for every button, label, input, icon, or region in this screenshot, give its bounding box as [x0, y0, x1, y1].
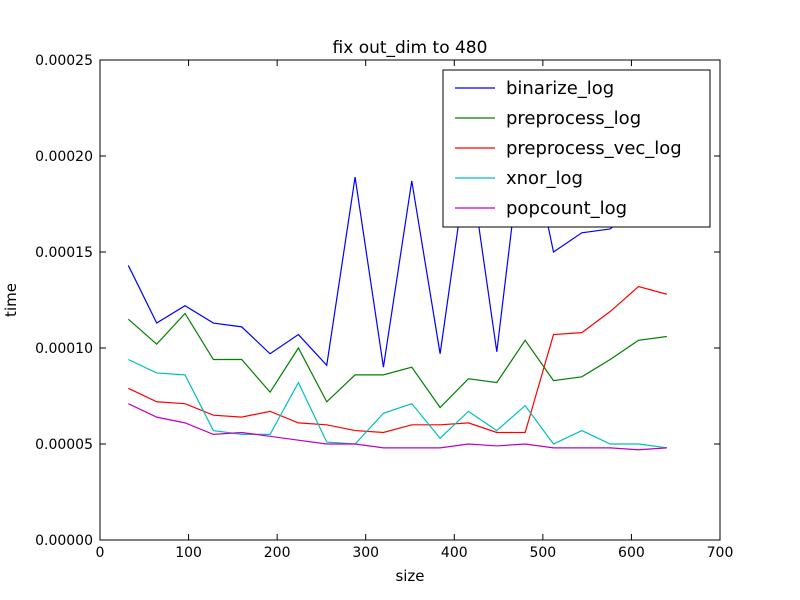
x-tick-label: 400: [441, 545, 468, 561]
y-tick-label: 0.00000: [35, 533, 93, 549]
y-tick-label: 0.00005: [35, 437, 93, 453]
x-tick-label: 100: [175, 545, 202, 561]
legend-label: binarize_log: [506, 78, 614, 99]
x-tick-label: 600: [618, 545, 645, 561]
legend-label: preprocess_vec_log: [506, 138, 682, 159]
chart-title: fix out_dim to 480: [333, 38, 488, 58]
x-tick-label: 0: [96, 545, 105, 561]
x-axis-label: size: [395, 567, 424, 585]
series-line-popcount-log: [128, 403, 667, 451]
series-line-xnor-log: [128, 358, 667, 449]
legend-label: preprocess_log: [506, 108, 641, 129]
series-line-preprocess-log: [127, 312, 667, 409]
x-tick-label: 500: [529, 545, 556, 561]
y-axis-label: time: [2, 283, 20, 317]
y-tick-label: 0.00015: [35, 245, 93, 261]
x-tick-label: 700: [707, 545, 734, 561]
legend-label: xnor_log: [506, 168, 583, 189]
legend-label: popcount_log: [506, 198, 627, 219]
axis-ticks: 0 100 200 300 400 500 600 700 0.00000 0.00005 0.00…: [35, 53, 733, 561]
x-tick-label: 200: [264, 545, 291, 561]
series-lines: [127, 115, 668, 451]
y-tick-label: 0.00010: [35, 341, 93, 357]
series-line-binarize-log: [127, 115, 668, 368]
y-tick-label: 0.00025: [35, 53, 93, 69]
y-tick-label: 0.00020: [35, 149, 93, 165]
x-tick-label: 300: [352, 545, 379, 561]
plot-frame: [99, 59, 721, 541]
legend: binarize_log preprocess_log preprocess_vec…: [442, 69, 711, 228]
series-line-preprocess-vec-log: [128, 285, 668, 434]
